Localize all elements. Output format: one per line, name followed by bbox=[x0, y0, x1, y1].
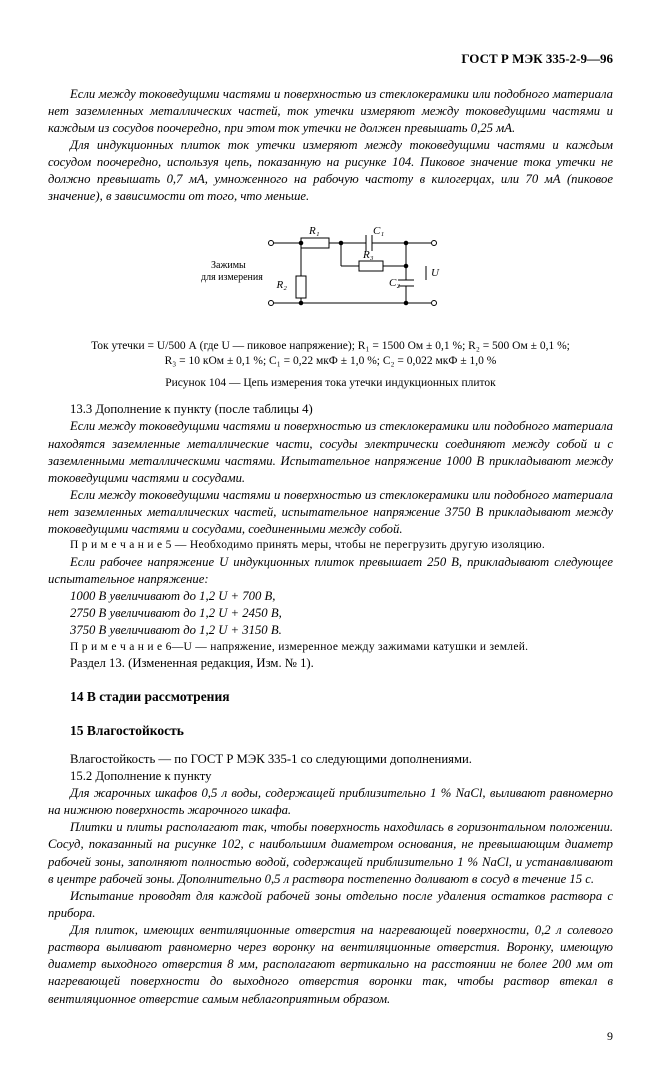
svg-text:U: U bbox=[431, 267, 440, 279]
clause-heading: 13.3 Дополнение к пункту (после таблицы … bbox=[48, 401, 613, 418]
paragraph: Для индукционных плиток ток утечки измер… bbox=[48, 137, 613, 206]
list-item: 3750 В увеличивают до 1,2 U + 3150 В. bbox=[48, 622, 613, 639]
section-end: Раздел 13. (Измененная редакция, Изм. № … bbox=[48, 655, 613, 672]
paragraph: Влагостойкость — по ГОСТ Р МЭК 335-1 со … bbox=[48, 751, 613, 768]
figure-caption: Рисунок 104 — Цепь измерения тока утечки… bbox=[48, 376, 613, 392]
circuit-figure: Зажимы для измерения R₁ R₂ R₃ C₁ C₂ U bbox=[48, 218, 613, 333]
clause-heading: 15.2 Дополнение к пункту bbox=[48, 768, 613, 785]
svg-text:Зажимы: Зажимы bbox=[211, 260, 246, 271]
paragraph: Испытание проводят для каждой рабочей зо… bbox=[48, 888, 613, 922]
paragraph: Плитки и плиты располагают так, чтобы по… bbox=[48, 819, 613, 888]
paragraph: Если между токоведущими частями и поверх… bbox=[48, 487, 613, 538]
list-item: 1000 В увеличивают до 1,2 U + 700 В, bbox=[48, 588, 613, 605]
figure-legend: R₃ = 10 кОм ± 0,1 %; C₁ = 0,22 мкФ ± 1,0… bbox=[48, 354, 613, 370]
list-item: 2750 В увеличивают до 1,2 U + 2450 В, bbox=[48, 605, 613, 622]
paragraph: Для плиток, имеющих вентиляционные отвер… bbox=[48, 922, 613, 1008]
svg-text:R₂: R₂ bbox=[275, 279, 287, 291]
paragraph: Если рабочее напряжение U индукционных п… bbox=[48, 554, 613, 588]
svg-text:C₂: C₂ bbox=[389, 277, 400, 289]
svg-text:R₁: R₁ bbox=[308, 225, 320, 237]
section-heading-14: 14 В стадии рассмотрения bbox=[70, 688, 613, 706]
paragraph: Если между токоведущими частями и поверх… bbox=[48, 86, 613, 137]
svg-text:C₁: C₁ bbox=[373, 225, 384, 237]
svg-text:для измерения: для измерения bbox=[201, 272, 263, 283]
figure-legend: Ток утечки = U/500 А (где U — пиковое на… bbox=[48, 339, 613, 355]
page-number: 9 bbox=[48, 1028, 613, 1044]
standard-code: ГОСТ Р МЭК 335-2-9—96 bbox=[48, 50, 613, 68]
svg-text:R₃: R₃ bbox=[362, 249, 374, 261]
section-heading-15: 15 Влагостойкость bbox=[70, 722, 613, 740]
note: П р и м е ч а н и е 6—U — напряжение, из… bbox=[48, 640, 613, 656]
note: П р и м е ч а н и е 5 — Необходимо приня… bbox=[48, 538, 613, 554]
paragraph: Если между токоведущими частями и поверх… bbox=[48, 418, 613, 487]
paragraph: Для жарочных шкафов 0,5 л воды, содержащ… bbox=[48, 785, 613, 819]
